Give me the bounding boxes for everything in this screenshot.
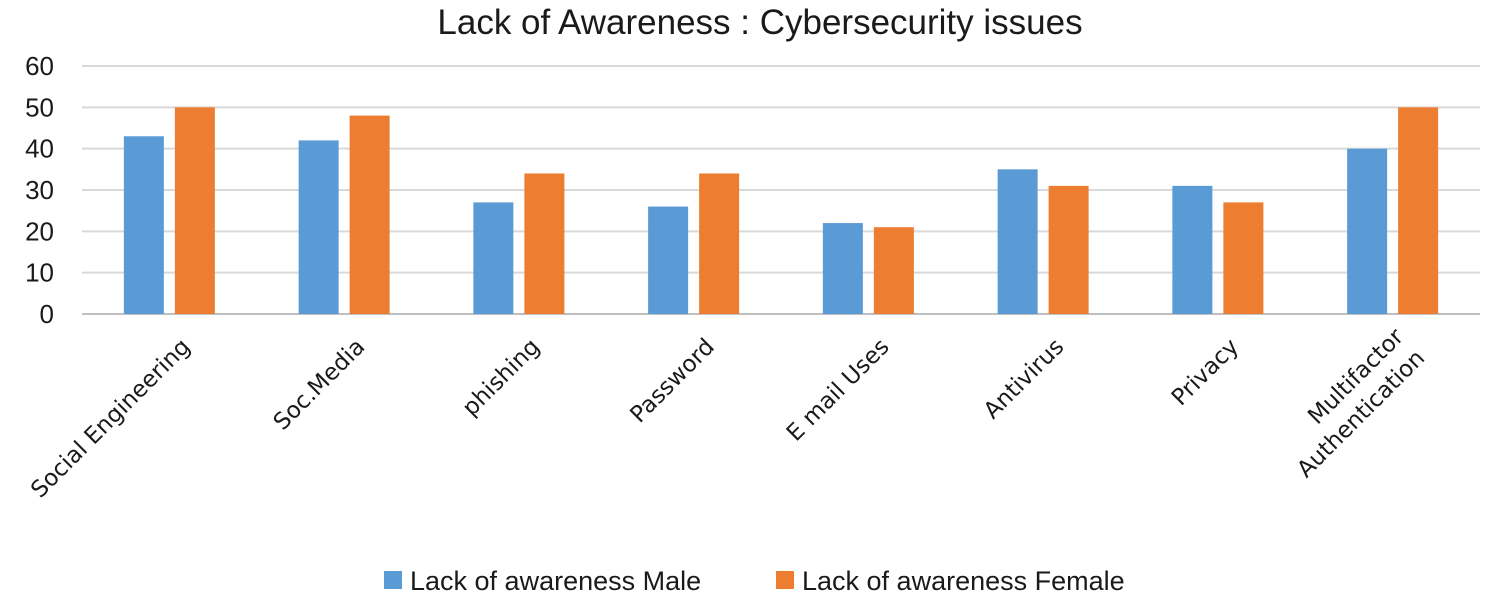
- y-tick-label: 30: [25, 175, 54, 205]
- bar-female: [1048, 185, 1089, 314]
- x-tick-label: phishing: [458, 334, 545, 421]
- x-tick-label-line: E mail Uses: [782, 334, 895, 447]
- y-tick-label: 10: [25, 258, 54, 288]
- x-tick-label-line: phishing: [458, 334, 545, 421]
- bar-male: [648, 206, 689, 314]
- y-tick-label: 50: [25, 92, 54, 122]
- x-tick-label: Privacy: [1167, 334, 1244, 411]
- x-tick-label-line: Soc.Media: [269, 334, 371, 436]
- x-axis-tick-labels: Social Engineering Soc.Media phishing Passw…: [26, 324, 1430, 504]
- bar-female: [174, 107, 215, 314]
- bar-male: [822, 223, 863, 314]
- bar-female: [349, 115, 390, 314]
- bar-male: [473, 202, 514, 314]
- x-tick-label: Soc.Media: [269, 334, 371, 436]
- gridlines: [82, 65, 1480, 315]
- bar-male: [1172, 185, 1213, 314]
- legend-swatch-female: [776, 571, 794, 589]
- y-tick-label: 20: [25, 216, 54, 246]
- y-tick-label: 0: [40, 299, 54, 329]
- bar-male: [997, 169, 1038, 314]
- chart-title: Lack of Awareness : Cybersecurity issues: [437, 3, 1082, 42]
- bar-female: [524, 173, 565, 314]
- x-tick-label: Social Engineering: [26, 334, 195, 503]
- y-axis-tick-labels: 0 10 20 30 40 50 60: [25, 51, 54, 329]
- y-tick-label: 60: [25, 51, 54, 81]
- x-tick-label-line: Password: [626, 334, 720, 428]
- y-tick-label: 40: [25, 134, 54, 164]
- x-tick-label: MultifactorAuthentication: [1271, 324, 1430, 483]
- bar-female: [699, 173, 740, 314]
- bar-female: [1223, 202, 1264, 314]
- x-tick-label-line: Antivirus: [979, 334, 1069, 424]
- x-tick-label: Antivirus: [979, 334, 1069, 424]
- bar-male: [123, 136, 164, 314]
- bars: [123, 107, 1439, 314]
- legend-label-female: Lack of awareness Female: [802, 566, 1125, 596]
- bar-male: [298, 140, 339, 314]
- bar-female: [873, 227, 914, 314]
- x-tick-label: E mail Uses: [782, 334, 895, 447]
- legend-swatch-male: [384, 571, 402, 589]
- legend: Lack of awareness Male Lack of awareness …: [384, 566, 1125, 596]
- x-tick-label-line: Privacy: [1167, 334, 1244, 411]
- x-tick-label: Password: [626, 334, 720, 428]
- bar-male: [1347, 148, 1388, 314]
- x-tick-label-line: Social Engineering: [26, 334, 195, 503]
- bar-female: [1398, 107, 1439, 314]
- legend-label-male: Lack of awareness Male: [410, 566, 701, 596]
